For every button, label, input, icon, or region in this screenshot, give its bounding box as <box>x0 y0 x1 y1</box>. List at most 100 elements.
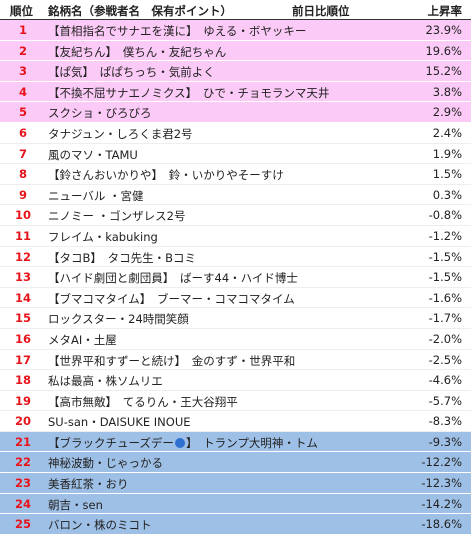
rank-cell: 19 <box>14 393 31 408</box>
name-text: 【タコB】 タコ先生・Bコミ <box>48 250 197 265</box>
name-text: スクショ・びろびろ <box>48 106 152 121</box>
name-cell: 私は最高・株ソムリエ <box>48 373 163 389</box>
name-text: 【ハイド劇団と劇団員】 ばーす44・ハイド博士 <box>48 271 298 286</box>
change-cell: -1.5% <box>428 270 462 285</box>
rank-cell: 21 <box>14 434 31 449</box>
change-cell: 2.4% <box>432 125 462 140</box>
name-cell: 【ブマコマタイム】 ブーマー・コマコマタイム <box>48 291 295 307</box>
change-cell: 0.3% <box>432 187 462 202</box>
rank-cell: 20 <box>14 414 31 429</box>
rank-cell: 5 <box>18 105 27 120</box>
table-row: 9 ニューバル ・宮健 0.3% <box>0 185 471 206</box>
name-text: 美香紅茶・おり <box>48 477 129 492</box>
header-cell: 銘柄名（参戦者名 保有ポイント） <box>48 4 232 18</box>
table-row: 4 【不換不屈サナエノミクス】 ひで・チョモランマ天井 3.8% <box>0 81 471 103</box>
name-text: 【世界平和すずーと続け】 金のすず・世界平和 <box>48 353 296 368</box>
name-cell: 美香紅茶・おり <box>48 476 129 492</box>
header-cell: 順位 <box>10 4 33 18</box>
name-cell: メタAI・土屋 <box>48 332 117 348</box>
table-row: 5 スクショ・びろびろ 2.9% <box>0 102 471 123</box>
change-cell: -1.5% <box>428 249 462 264</box>
rank-cell: 11 <box>14 228 31 243</box>
table-row: 13 【ハイド劇団と劇団員】 ばーす44・ハイド博士 -1.5% <box>0 267 471 288</box>
change-cell: -1.2% <box>428 228 462 243</box>
rank-cell: 25 <box>14 517 31 532</box>
change-cell: -4.6% <box>428 373 462 388</box>
change-cell: -12.3% <box>421 476 462 491</box>
change-cell: -14.2% <box>421 496 462 511</box>
change-cell: -18.6% <box>421 517 462 532</box>
name-text: 【友紀ちん】 僕ちん・友紀ちゃん <box>48 44 227 59</box>
change-cell: 1.9% <box>432 146 462 161</box>
change-cell: -9.3% <box>428 434 462 449</box>
rank-cell: 4 <box>18 84 27 99</box>
name-text: 朝吉・sen <box>48 497 103 512</box>
change-cell: -0.8% <box>428 208 462 223</box>
rank-cell: 22 <box>14 455 31 470</box>
table-row: 19 【高市無敵】 てるりん・王大谷翔平 -5.7% <box>0 391 471 412</box>
table-row: 24 朝吉・sen -14.2% <box>0 493 471 515</box>
table-row: 8 【鈴さんおいかりや】 鈴・いかりやそーすけ 1.5% <box>0 164 471 185</box>
change-cell: -2.5% <box>428 352 462 367</box>
name-cell: 【ぱ気】 ぱぱちっち・気前よく <box>48 64 215 80</box>
change-cell: -2.0% <box>428 331 462 346</box>
name-text: バロン・株のミコト <box>48 518 152 533</box>
rank-cell: 16 <box>14 331 31 346</box>
name-cell: 【ハイド劇団と劇団員】 ばーす44・ハイド博士 <box>48 270 298 286</box>
name-cell: 【友紀ちん】 僕ちん・友紀ちゃん <box>48 44 226 60</box>
name-text: 【首相指名でサナエを漢に】 ゆえる・ボヤッキー <box>48 24 307 38</box>
rank-cell: 6 <box>18 125 27 140</box>
rank-cell: 24 <box>14 496 31 511</box>
name-cell: スクショ・びろびろ <box>48 105 152 121</box>
name-text: 【ぱ気】 ぱぱちっち・気前よく <box>48 65 215 80</box>
name-cell: 【高市無敵】 てるりん・王大谷翔平 <box>48 394 238 410</box>
table-row: 25 バロン・株のミコト -18.6% <box>0 514 471 535</box>
table-row: 15 ロックスター・24時間笑顔 -1.7% <box>0 308 471 329</box>
change-cell: 1.5% <box>432 167 462 182</box>
name-cell: ロックスター・24時間笑顔 <box>48 311 189 327</box>
change-cell: 15.2% <box>425 64 462 79</box>
name-text: フレイム・kabuking <box>48 229 158 244</box>
rank-cell: 14 <box>14 290 31 305</box>
table-row: 21 【ブラックチューズデー】 トランプ大明神・トム -9.3% <box>0 431 471 453</box>
name-cell: 神秘波動・じゃっかる <box>48 455 163 471</box>
name-cell: 【ブラックチューズデー】 トランプ大明神・トム <box>48 435 318 451</box>
name-cell: 【タコB】 タコ先生・Bコミ <box>48 250 196 266</box>
name-cell: フレイム・kabuking <box>48 229 158 245</box>
table-row: 10 ニノミー ・ゴンザレス2号 -0.8% <box>0 205 471 226</box>
name-text: ニューバル ・宮健 <box>48 188 144 203</box>
table-row: 18 私は最高・株ソムリエ -4.6% <box>0 370 471 391</box>
change-cell: -5.7% <box>428 393 462 408</box>
rank-cell: 12 <box>14 249 31 264</box>
change-cell: 23.9% <box>425 23 462 37</box>
name-cell: 【首相指名でサナエを漢に】 ゆえる・ボヤッキー <box>48 23 306 39</box>
rank-cell: 23 <box>14 476 31 491</box>
table-row: 1 【首相指名でサナエを漢に】 ゆえる・ボヤッキー 23.9% <box>0 20 471 41</box>
name-text: 】 トランプ大明神・トム <box>185 435 318 450</box>
change-cell: 2.9% <box>432 105 462 120</box>
change-cell: -1.7% <box>428 311 462 326</box>
rank-cell: 7 <box>18 146 27 161</box>
name-text: 【ブラックチューズデー <box>48 435 174 450</box>
name-cell: バロン・株のミコト <box>48 517 152 533</box>
emoji-icon <box>174 437 185 448</box>
change-cell: 3.8% <box>432 84 462 99</box>
name-cell: 【不換不屈サナエノミクス】 ひで・チョモランマ天井 <box>48 85 329 101</box>
header-cell: 前日比順位 <box>292 4 350 18</box>
name-text: SU-san・DAISUKE INOUE <box>48 415 191 430</box>
change-cell: -1.6% <box>428 290 462 305</box>
table-row: 22 神秘波動・じゃっかる -12.2% <box>0 452 471 474</box>
table-row: 12 【タコB】 タコ先生・Bコミ -1.5% <box>0 247 471 268</box>
table-row: 23 美香紅茶・おり -12.3% <box>0 473 471 494</box>
table-row: 7 風のマソ・TAMU 1.9% <box>0 144 471 165</box>
table-row: 2 【友紀ちん】 僕ちん・友紀ちゃん 19.6% <box>0 40 471 62</box>
table-row: 20 SU-san・DAISUKE INOUE -8.3% <box>0 411 471 432</box>
name-cell: 朝吉・sen <box>48 497 103 513</box>
name-text: タナジュン・しろくま君2号 <box>48 126 193 141</box>
name-text: メタAI・土屋 <box>48 332 117 347</box>
header-row: 順位 銘柄名（参戦者名 保有ポイント） 前日比順位 上昇率 <box>0 0 471 20</box>
name-text: 風のマソ・TAMU <box>48 147 138 162</box>
table-row: 17 【世界平和すずーと続け】 金のすず・世界平和 -2.5% <box>0 350 471 371</box>
